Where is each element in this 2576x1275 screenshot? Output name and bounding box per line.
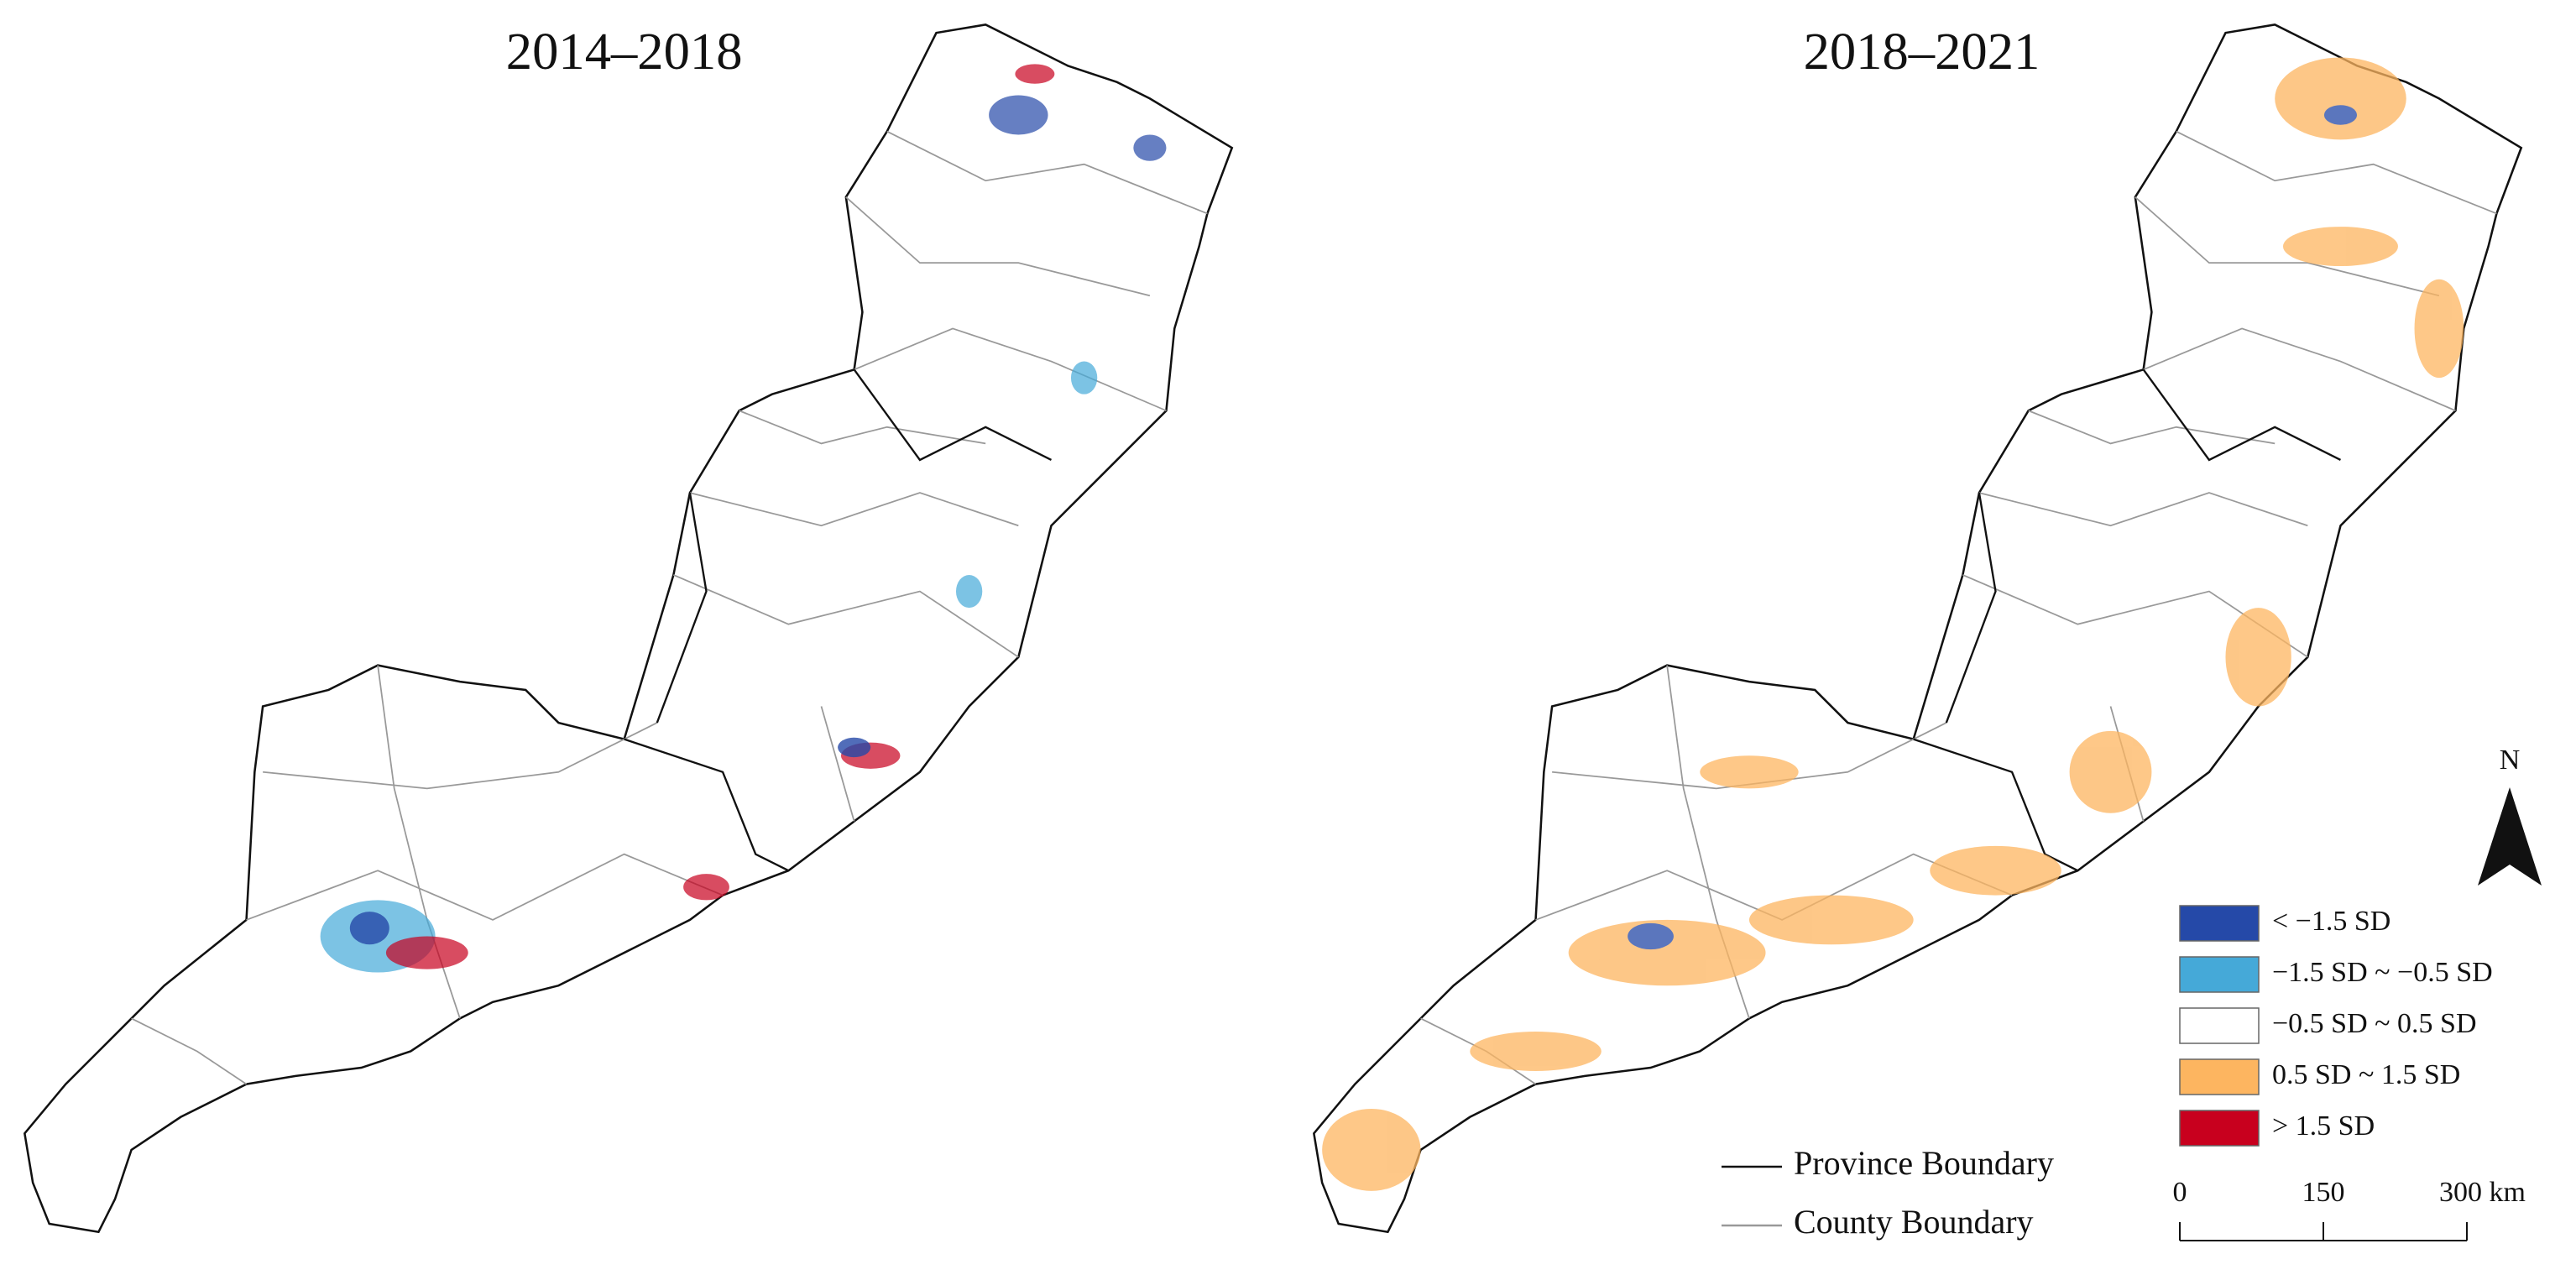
north-arrow: N — [2478, 745, 2542, 886]
legend-swatch — [2179, 905, 2260, 942]
scale-label: 150 — [2302, 1177, 2345, 1208]
panel-title: 2014–2018 — [506, 22, 743, 81]
legend-swatch — [2179, 1110, 2260, 1147]
north-label: N — [2500, 745, 2521, 776]
map-right: 2018–2021 — [1313, 22, 2523, 1234]
change-patches — [1322, 57, 2464, 1191]
scale-label: 300 km — [2439, 1177, 2526, 1208]
legend-label: > 1.5 SD — [2272, 1110, 2375, 1142]
map-left: 2014–2018 — [24, 22, 1234, 1234]
panel-title: 2018–2021 — [1804, 22, 2040, 81]
boundary-legend: Province Boundary County Boundary — [1722, 1144, 2054, 1241]
boundary-label: Province Boundary — [1794, 1144, 2054, 1182]
legend-label: −0.5 SD ~ 0.5 SD — [2272, 1008, 2477, 1039]
legend-label: −1.5 SD ~ −0.5 SD — [2272, 957, 2493, 988]
scale-bar — [2179, 1222, 2468, 1241]
legend-swatch — [2179, 956, 2260, 993]
legend-label: < −1.5 SD — [2272, 906, 2391, 937]
legend-swatch — [2179, 1058, 2260, 1095]
legend: < −1.5 SD −1.5 SD ~ −0.5 SD −0.5 SD ~ 0.5 … — [2179, 905, 2493, 1147]
legend-swatch — [2179, 1007, 2260, 1044]
boundary-label: County Boundary — [1794, 1203, 2034, 1241]
legend-label: 0.5 SD ~ 1.5 SD — [2272, 1059, 2460, 1090]
scale-label: 0 — [2173, 1177, 2187, 1208]
change-patches — [320, 64, 1167, 973]
